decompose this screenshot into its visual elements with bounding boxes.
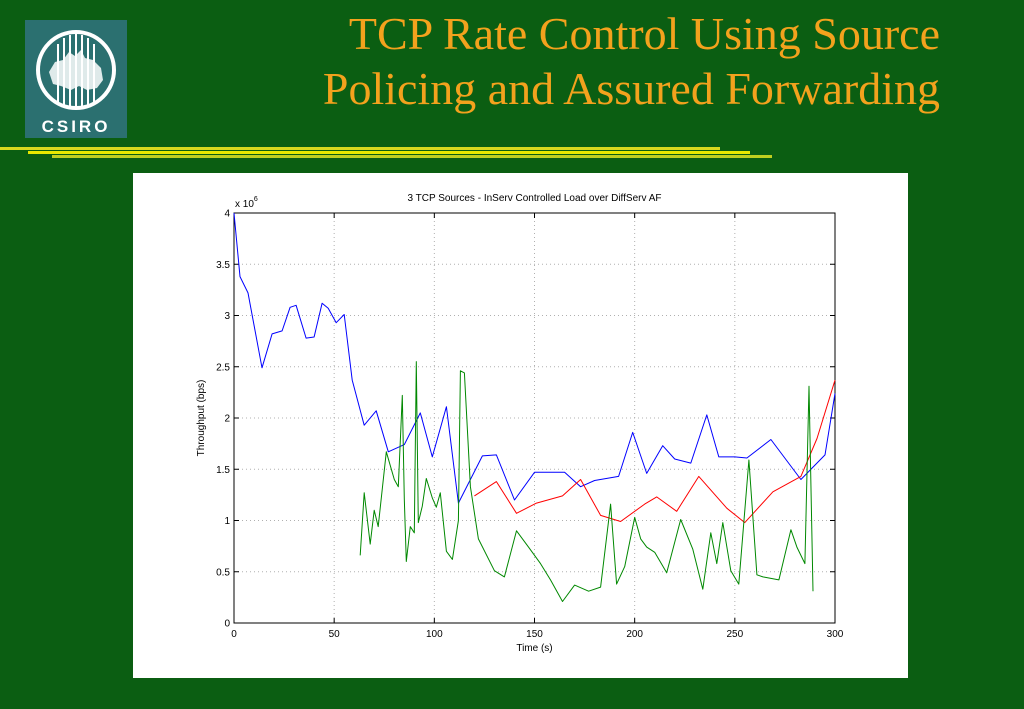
- y-tick-label: 0.5: [216, 567, 230, 578]
- y-tick-label: 1: [224, 516, 230, 527]
- x-tick-label: 50: [329, 629, 341, 640]
- series-line-2: [474, 379, 836, 524]
- x-axis-label: Time (s): [516, 643, 552, 654]
- y-tick-label: 4: [224, 209, 230, 220]
- x-tick-label: 150: [526, 629, 543, 640]
- slide-title-line-1: TCP Rate Control Using Source: [348, 8, 940, 59]
- y-tick-label: 0: [224, 619, 230, 630]
- title-rule-3: [52, 155, 772, 158]
- x-tick-label: 250: [726, 629, 743, 640]
- y-multiplier: x 106: [235, 196, 258, 210]
- x-tick-label: 200: [626, 629, 643, 640]
- series-line-1: [233, 212, 836, 504]
- title-rule-2: [28, 151, 750, 154]
- throughput-chart: 0 50 100 150 200 250 300 0 0.5 1 1.5 2 2.5 3 3.5 4 x 106…: [196, 193, 844, 654]
- y-axis-label: Throughput (bps): [196, 380, 207, 457]
- csiro-logo: CSIRO: [25, 20, 127, 138]
- slide-title: TCP Rate Control Using Source Policing a…: [140, 6, 940, 116]
- y-tick-label: 1.5: [216, 465, 230, 476]
- chart-title: 3 TCP Sources - InServ Controlled Load o…: [407, 193, 661, 204]
- y-tick-label: 2.5: [216, 362, 230, 373]
- chart-panel: 0 50 100 150 200 250 300 0 0.5 1 1.5 2 2.5 3 3.5 4 x 106…: [133, 173, 908, 678]
- logo-text: CSIRO: [42, 117, 111, 136]
- slide-title-line-2: Policing and Assured Forwarding: [322, 63, 940, 114]
- x-tick-label: 0: [231, 629, 237, 640]
- y-tick-label: 2: [224, 414, 230, 425]
- x-tick-label: 300: [827, 629, 844, 640]
- y-tick-label: 3.5: [216, 260, 230, 271]
- title-rule-1: [0, 147, 720, 150]
- y-tick-label: 3: [224, 311, 230, 322]
- x-tick-label: 100: [426, 629, 443, 640]
- series-line-3: [359, 361, 814, 602]
